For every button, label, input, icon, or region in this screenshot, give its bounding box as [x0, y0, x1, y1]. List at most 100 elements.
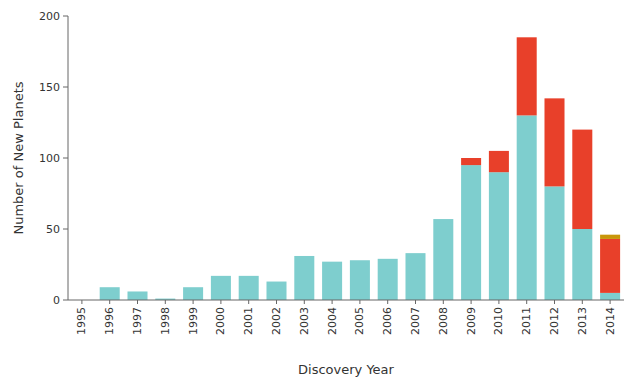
x-tick — [220, 300, 221, 304]
x-tick — [81, 300, 82, 304]
bar — [239, 275, 259, 276]
y-tick-label: 150 — [39, 81, 60, 94]
bar — [350, 260, 370, 261]
x-tick-label: 1995 — [75, 307, 88, 335]
x-tick — [471, 300, 472, 304]
x-tick-label: 2010 — [492, 307, 505, 335]
bar — [266, 282, 286, 300]
x-tick-label: 2005 — [353, 307, 366, 335]
y-tick — [63, 300, 68, 301]
x-tick-label: 2011 — [520, 307, 533, 335]
x-tick-label: 2012 — [548, 307, 561, 335]
y-tick — [63, 229, 68, 230]
bar — [322, 261, 342, 262]
bar — [517, 37, 537, 115]
bar — [405, 253, 425, 300]
y-tick-label: 50 — [46, 223, 60, 236]
bar — [183, 287, 203, 288]
bar — [461, 158, 481, 165]
bar — [239, 275, 259, 276]
x-tick-label: 1998 — [159, 307, 172, 335]
bar — [461, 165, 481, 300]
x-axis-line — [68, 300, 624, 301]
bar — [572, 229, 592, 300]
bar — [155, 298, 175, 299]
bar — [544, 98, 564, 186]
bar — [266, 281, 286, 282]
bar — [294, 256, 314, 300]
bar — [350, 260, 370, 261]
x-tick — [248, 300, 249, 304]
y-tick — [63, 16, 68, 17]
bar — [544, 186, 564, 300]
x-tick-label: 2006 — [381, 307, 394, 335]
bar — [294, 255, 314, 256]
x-tick-label: 2008 — [437, 307, 450, 335]
y-axis-label: Number of New Planets — [11, 81, 26, 234]
bar — [433, 219, 453, 300]
x-tick-label: 2004 — [326, 307, 339, 335]
bar — [127, 291, 147, 300]
bar — [489, 172, 509, 300]
bar — [378, 259, 398, 300]
axes: 0501001502001995199619971998199920002001… — [39, 10, 624, 336]
x-tick-label: 1999 — [187, 307, 200, 335]
x-tick — [109, 300, 110, 304]
x-tick-label: 2002 — [270, 307, 283, 335]
bar — [183, 287, 203, 288]
chart: 0501001502001995199619971998199920002001… — [0, 0, 640, 384]
bars — [100, 37, 620, 300]
x-tick — [498, 300, 499, 304]
y-tick — [63, 158, 68, 159]
y-tick-label: 100 — [39, 152, 60, 165]
x-tick — [582, 300, 583, 304]
x-tick — [443, 300, 444, 304]
bar — [155, 298, 175, 299]
bar — [127, 291, 147, 292]
bar — [322, 262, 342, 300]
page: {"chart_data": {"type": "bar", "stacked"… — [0, 0, 640, 384]
x-tick-label: 2013 — [576, 307, 589, 335]
bar — [378, 258, 398, 259]
bar — [600, 235, 620, 239]
x-tick — [387, 300, 388, 304]
bar — [405, 253, 425, 254]
bar — [127, 291, 147, 292]
bar — [405, 253, 425, 254]
x-tick-label: 2000 — [214, 307, 227, 335]
bar — [600, 239, 620, 293]
bar — [322, 261, 342, 262]
x-tick-label: 1997 — [131, 307, 144, 335]
bar — [461, 158, 481, 159]
bar — [517, 37, 537, 38]
bar — [211, 275, 231, 276]
x-tick — [304, 300, 305, 304]
y-tick — [63, 87, 68, 88]
bar — [489, 151, 509, 172]
bar — [239, 276, 259, 300]
bar — [211, 275, 231, 276]
x-tick — [137, 300, 138, 304]
bar — [266, 281, 286, 282]
bar — [100, 287, 120, 288]
bar — [572, 130, 592, 229]
x-tick — [359, 300, 360, 304]
x-tick — [610, 300, 611, 304]
x-tick — [415, 300, 416, 304]
bar — [544, 98, 564, 99]
bar — [517, 115, 537, 300]
x-tick-label: 2009 — [465, 307, 478, 335]
y-tick-label: 0 — [53, 294, 60, 307]
x-tick — [332, 300, 333, 304]
bar — [294, 255, 314, 256]
x-tick-label: 2014 — [604, 307, 617, 335]
bar — [211, 276, 231, 300]
x-tick — [554, 300, 555, 304]
x-tick — [276, 300, 277, 304]
bar — [100, 287, 120, 300]
x-tick-label: 2001 — [242, 307, 255, 335]
bar — [433, 219, 453, 220]
bar — [183, 287, 203, 300]
bar — [489, 150, 509, 151]
bar — [572, 129, 592, 130]
